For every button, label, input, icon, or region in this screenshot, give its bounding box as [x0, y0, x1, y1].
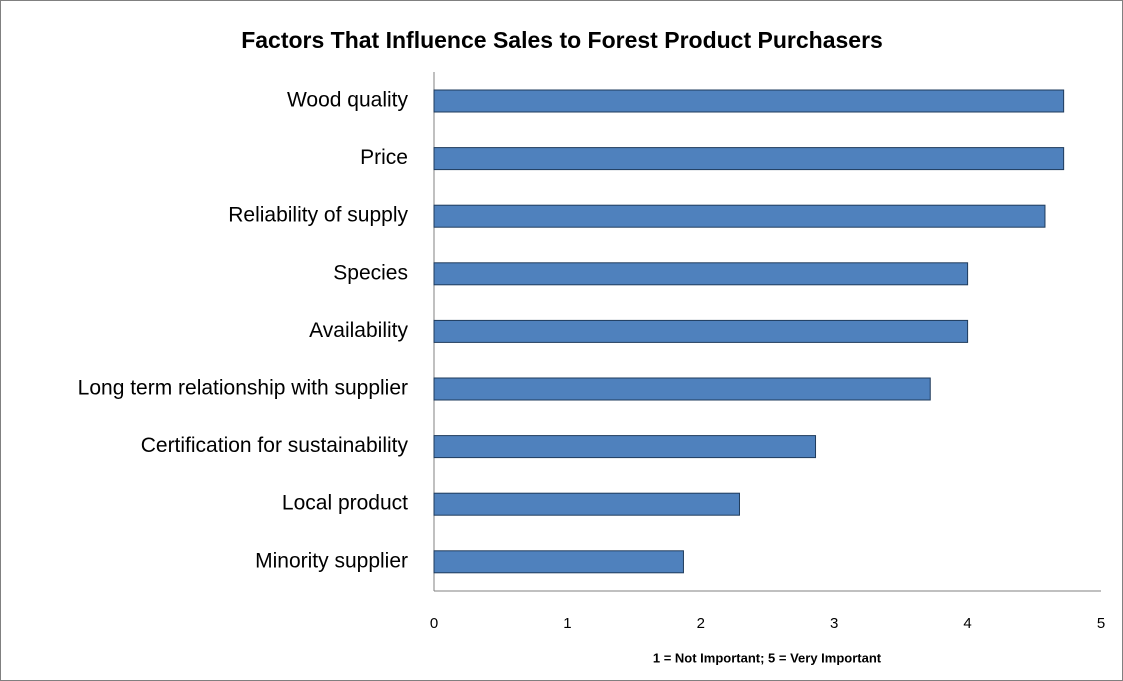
bar: [433, 550, 684, 574]
y-tick-label: Reliability of supply: [228, 204, 408, 227]
x-tick-label: 2: [697, 615, 705, 632]
y-tick-label: Local product: [282, 492, 408, 515]
chart-title: Factors That Influence Sales to Forest P…: [241, 27, 883, 53]
bar: [433, 89, 1065, 113]
bar: [433, 377, 931, 401]
y-tick-label: Species: [333, 261, 408, 284]
bar: [433, 319, 969, 343]
y-tick-label: Price: [360, 146, 408, 169]
bar: [433, 147, 1065, 171]
bar: [433, 435, 817, 459]
bar: [433, 262, 969, 286]
x-tick-label: 1: [563, 615, 571, 632]
x-tick-label: 4: [963, 615, 971, 632]
y-tick-label: Long term relationship with supplier: [78, 377, 408, 400]
bar: [433, 204, 1046, 228]
y-tick-label: Wood quality: [287, 89, 409, 112]
x-axis-label: 1 = Not Important; 5 = Very Important: [653, 650, 882, 665]
y-tick-label: Minority supplier: [255, 549, 408, 572]
y-tick-label: Certification for sustainability: [141, 434, 409, 457]
y-tick-label: Availability: [309, 319, 408, 342]
x-tick-label: 3: [830, 615, 838, 632]
x-tick-label: 5: [1097, 615, 1105, 632]
bar: [433, 492, 740, 516]
x-tick-label: 0: [430, 615, 438, 632]
